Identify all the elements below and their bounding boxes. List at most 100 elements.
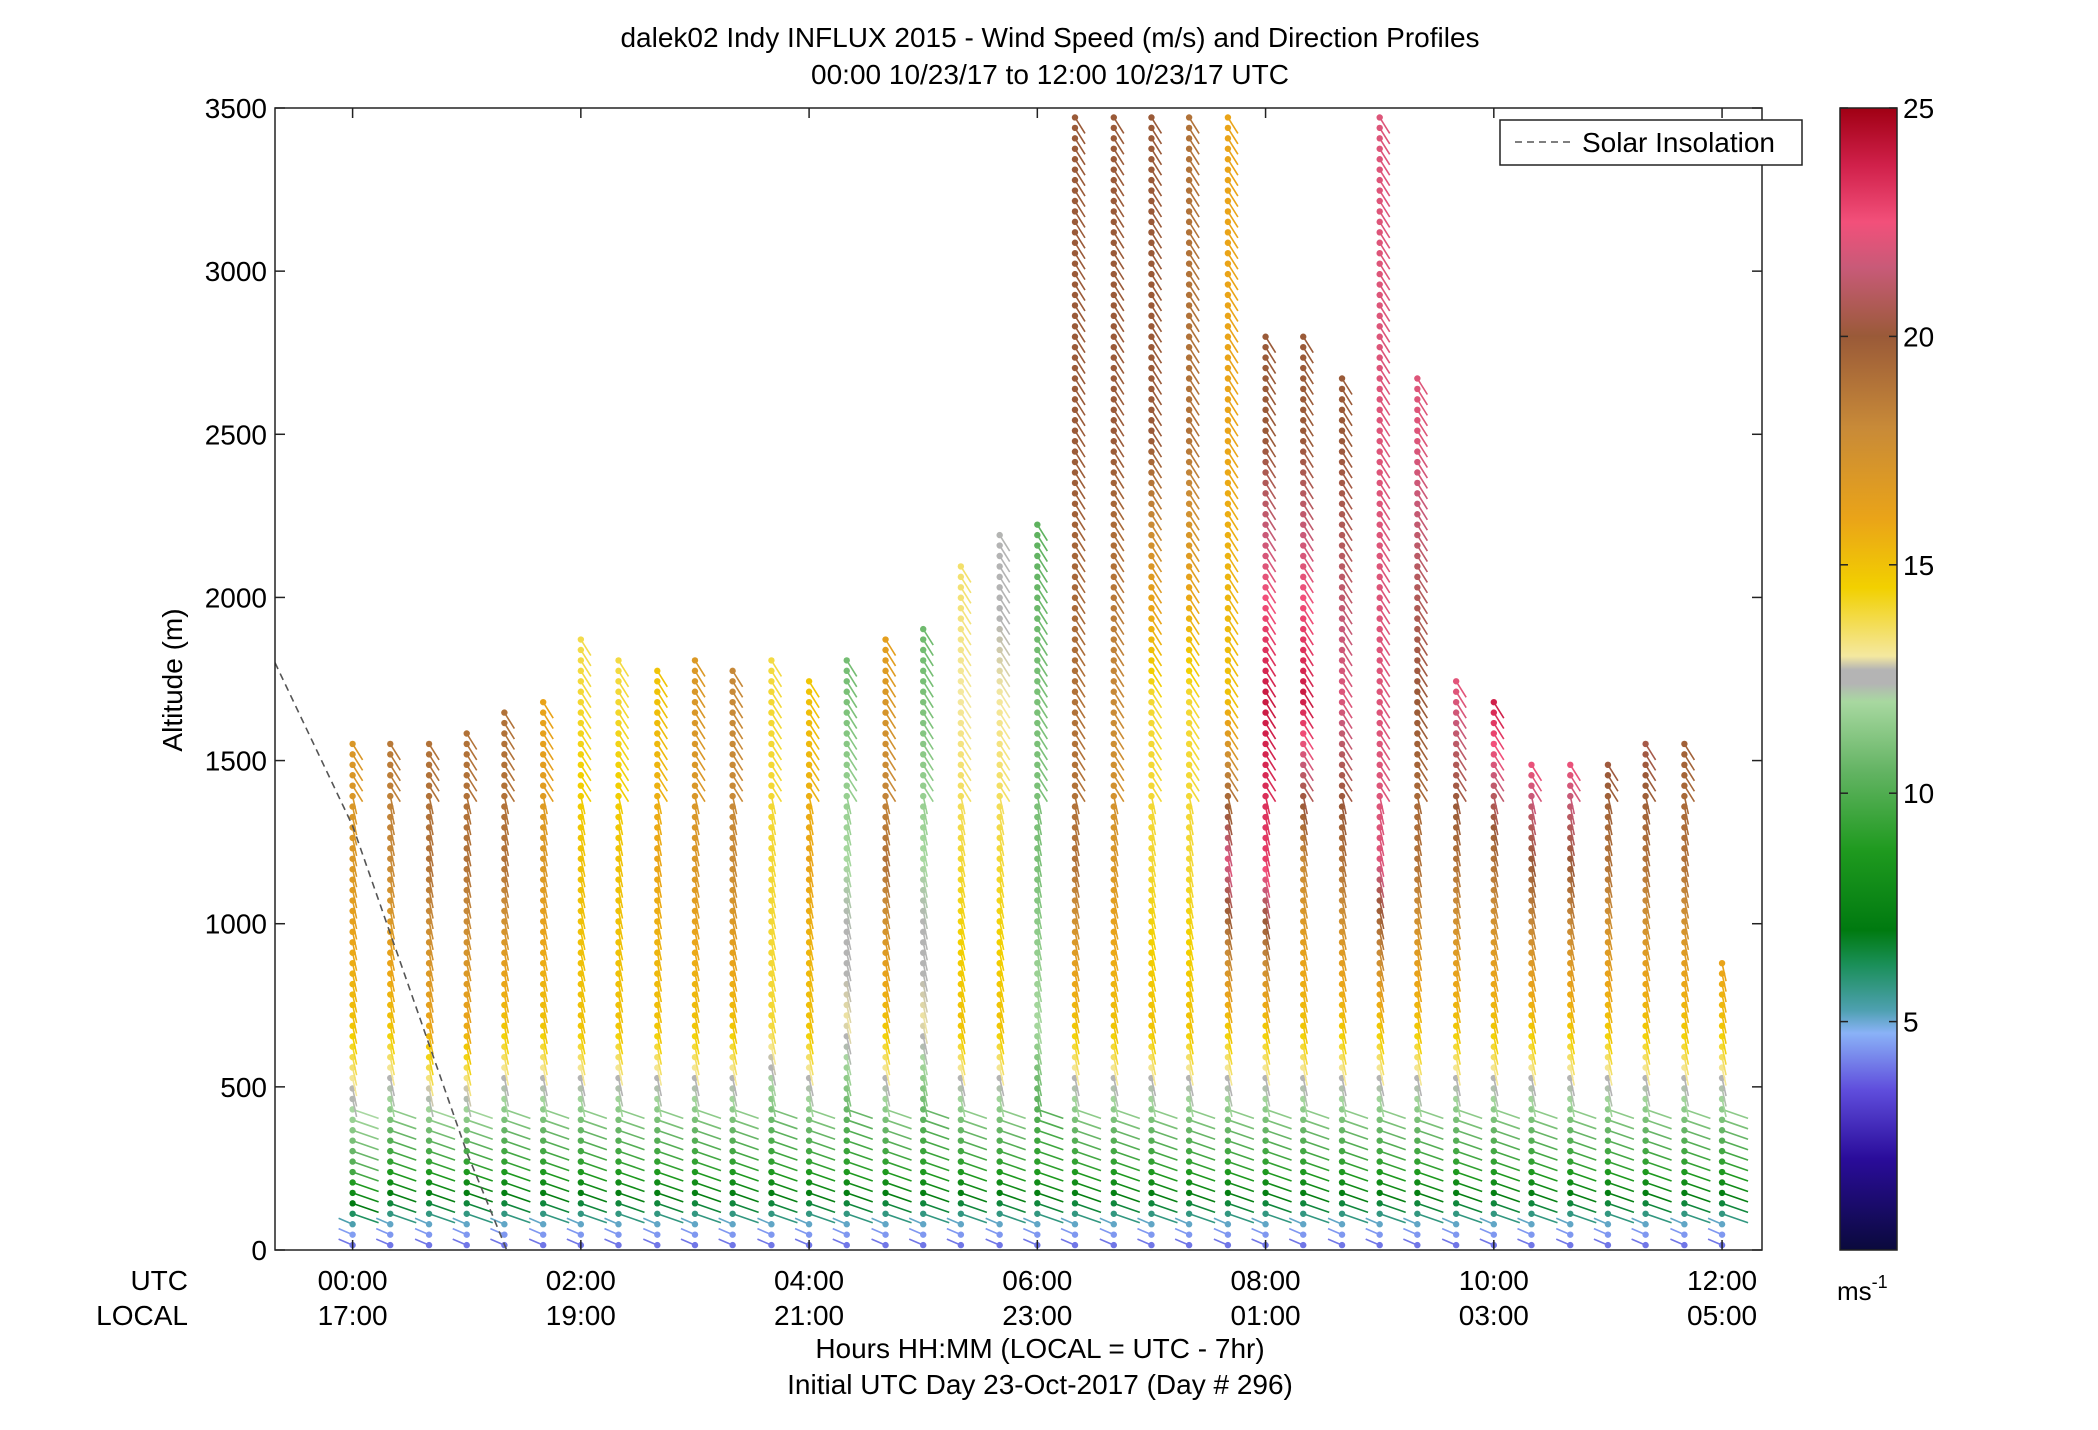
wind-point [806,678,812,684]
wind-point [1111,459,1117,465]
wind-point [1300,1158,1306,1164]
wind-point [1376,647,1382,653]
wind-point [1072,146,1078,152]
wind-point [1642,1148,1648,1154]
wind-point [1225,1158,1231,1164]
wind-point [958,699,964,705]
wind-point [1719,1211,1725,1217]
wind-point [1072,490,1078,496]
wind-point [615,699,621,705]
wind-point [1414,605,1420,611]
wind-point [1453,1231,1459,1237]
wind-point [1111,417,1117,423]
wind-point [844,1127,850,1133]
wind-profile [415,741,455,1249]
wind-point [1376,166,1382,172]
wind-point [1148,240,1154,246]
wind-point [1376,574,1382,580]
wind-point [1186,469,1192,475]
wind-point [1528,772,1534,778]
y-tick-label: 1500 [205,746,267,777]
wind-point [1262,782,1268,788]
wind-barb [543,1182,569,1191]
wind-point [1225,427,1231,433]
wind-barb [1608,1172,1634,1181]
wind-barb [1646,1120,1672,1129]
wind-barb [619,1214,645,1223]
wind-point [426,1242,432,1248]
wind-point [1148,219,1154,225]
wind-point [920,1158,926,1164]
wind-point [1148,250,1154,256]
wind-point [1605,1200,1611,1206]
wind-point [349,1221,355,1227]
wind-point [1225,365,1231,371]
wind-point [1453,782,1459,788]
wind-point [1148,375,1154,381]
wind-point [1300,762,1306,768]
wind-point [1642,1231,1648,1237]
wind-point [349,1127,355,1133]
wind-point [1376,1200,1382,1206]
wind-point [1300,1231,1306,1237]
wind-point [1262,448,1268,454]
wind-point [1072,1231,1078,1237]
wind-point [996,595,1002,601]
wind-point [1300,772,1306,778]
wind-point [1148,782,1154,788]
wind-point [540,720,546,726]
wind-point [882,1127,888,1133]
wind-point [349,1200,355,1206]
wind-barb [1646,1151,1672,1160]
wind-point [1339,1148,1345,1154]
wind-barb [543,1203,569,1212]
wind-profile [719,668,759,1249]
wind-barb [1075,1193,1101,1202]
wind-point [1262,427,1268,433]
wind-point [1414,782,1420,788]
wind-point [387,1127,393,1133]
wind-barb [581,1203,607,1212]
wind-barb [923,1151,949,1160]
wind-barb [1151,1141,1177,1150]
wind-point [1148,323,1154,329]
wind-barb [353,1151,379,1160]
wind-point [1072,584,1078,590]
wind-point [615,709,621,715]
wind-point [882,1169,888,1175]
wind-point [1339,480,1345,486]
wind-point [1414,396,1420,402]
wind-barb [1417,1130,1443,1139]
wind-point [654,793,660,799]
wind-point [1719,1169,1725,1175]
wind-point [615,772,621,778]
wind-point [1339,542,1345,548]
wind-point [1453,709,1459,715]
wind-point [1148,1137,1154,1143]
chart-title: dalek02 Indy INFLUX 2015 - Wind Speed (m… [620,22,1479,53]
wind-point [958,1169,964,1175]
y-tick-label: 1000 [205,909,267,940]
wind-point [996,720,1002,726]
wind-point [692,1179,698,1185]
wind-point [1681,1179,1687,1185]
wind-point [387,762,393,768]
wind-point [1034,1190,1040,1196]
wind-point [1262,417,1268,423]
wind-point [1225,229,1231,235]
wind-barb [1303,1130,1329,1139]
wind-point [958,1148,964,1154]
wind-point [1339,678,1345,684]
wind-point [1567,772,1573,778]
wind-point [1072,281,1078,287]
wind-point [1414,1242,1420,1248]
wind-point [426,1117,432,1123]
wind-point [654,720,660,726]
wind-point [1186,678,1192,684]
wind-point [958,762,964,768]
wind-point [1225,156,1231,162]
wind-point [958,647,964,653]
wind-point [768,689,774,695]
wind-barb [1303,1182,1329,1191]
